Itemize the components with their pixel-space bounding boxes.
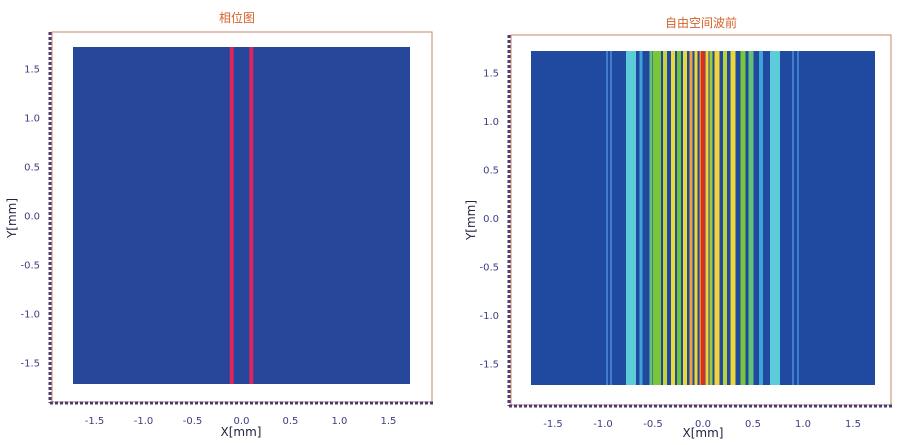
phase-map-panel: 相位图 -1.5 -1.0 -0.5 0.0 0.5 1.0 1.5 1.5 1.0 0.5 0.… xyxy=(0,0,455,445)
y-tick-label: -1.0 xyxy=(479,311,499,322)
heatmap-band xyxy=(705,51,709,385)
free-space-wavefront-panel: 自由空间波前 -1.5 -1.0 -0.5 0.0 0.5 1.0 1.5 1.5 1.0 0.… xyxy=(455,0,911,445)
y-axis-label: Y[mm] xyxy=(464,200,478,241)
heatmap-band xyxy=(770,51,780,385)
heatmap-band xyxy=(694,51,698,385)
wavefront-bands xyxy=(606,51,799,385)
x-tick-label: -0.5 xyxy=(643,419,663,430)
x-tick-label: 1.5 xyxy=(380,416,396,427)
heatmap-band xyxy=(649,51,653,385)
y-tick-label: 0.0 xyxy=(24,212,40,223)
y-tick-label: 1.0 xyxy=(24,114,40,125)
x-tick-label: 0.0 xyxy=(234,416,250,427)
x-tick-label: 0.5 xyxy=(283,416,299,427)
heatmap-band xyxy=(701,51,705,385)
chart-title: 相位图 xyxy=(219,10,255,25)
x-tick-label: 1.5 xyxy=(845,419,861,430)
heatmap-band xyxy=(740,51,746,385)
x-axis-label: X[mm] xyxy=(683,426,724,440)
heatmap-band xyxy=(663,51,667,385)
y-tick-label: 1.0 xyxy=(483,117,499,128)
heatmap-band xyxy=(606,51,608,385)
y-tick-label: 1.5 xyxy=(483,68,499,79)
y-tick-label: -0.5 xyxy=(479,263,499,274)
x-tick-label: -1.5 xyxy=(543,419,563,430)
heatmap-band xyxy=(714,51,720,385)
x-tick-label: 0.0 xyxy=(695,419,711,430)
y-tick-label: 1.5 xyxy=(24,65,40,76)
y-tick-labels: 1.5 1.0 0.5 0.0 -0.5 -1.0 -1.5 xyxy=(479,68,499,370)
y-tick-label: -0.5 xyxy=(20,260,40,271)
heatmap-band xyxy=(229,47,234,384)
heatmap-band xyxy=(723,51,727,385)
x-tick-label: -1.5 xyxy=(85,416,105,427)
y-axis-label: Y[mm] xyxy=(5,198,19,239)
heatmap-band xyxy=(653,51,661,385)
y-tick-labels: 1.5 1.0 0.5 0.0 -0.5 -1.0 -1.5 xyxy=(20,65,40,370)
heatmap-band xyxy=(797,51,799,385)
heatmap-band xyxy=(671,51,675,385)
y-tick-label: 0.5 xyxy=(24,163,40,174)
y-tick-label: 0.0 xyxy=(483,214,499,225)
heatmap-band xyxy=(730,51,736,385)
heatmap-band xyxy=(677,51,681,385)
y-tick-label: 0.5 xyxy=(483,165,499,176)
heatmap-band xyxy=(639,51,643,385)
heatmap-band xyxy=(683,51,687,385)
heatmap-band xyxy=(748,51,754,385)
y-tick-label: -1.5 xyxy=(479,360,499,371)
x-tick-labels: -1.5 -1.0 -0.5 0.0 0.5 1.0 1.5 xyxy=(543,419,861,430)
heatmap-band xyxy=(610,51,612,385)
heatmap-band xyxy=(759,51,763,385)
x-tick-label: -1.0 xyxy=(593,419,613,430)
heatmap-band xyxy=(626,51,636,385)
x-tick-labels: -1.5 -1.0 -0.5 0.0 0.5 1.0 1.5 xyxy=(85,416,397,427)
x-tick-label: 1.0 xyxy=(795,419,811,430)
free-space-wavefront-chart: 自由空间波前 -1.5 -1.0 -0.5 0.0 0.5 1.0 1.5 1.5 1.0 0.… xyxy=(464,15,892,440)
heatmap-band xyxy=(249,47,254,384)
y-tick-label: -1.5 xyxy=(20,358,40,369)
heatmap-band xyxy=(792,51,794,385)
chart-title: 自由空间波前 xyxy=(665,15,737,30)
y-tick-label: -1.0 xyxy=(20,309,40,320)
heatmap-field xyxy=(73,47,410,384)
phase-bands xyxy=(229,47,254,384)
x-axis-label: X[mm] xyxy=(221,425,262,439)
heatmap-band xyxy=(709,51,713,385)
x-tick-label: 0.5 xyxy=(745,419,761,430)
heatmap-band xyxy=(689,51,693,385)
phase-map-chart: 相位图 -1.5 -1.0 -0.5 0.0 0.5 1.0 1.5 1.5 1.0 0.5 0.… xyxy=(5,10,433,439)
x-tick-label: -1.0 xyxy=(134,416,154,427)
x-tick-label: 1.0 xyxy=(332,416,348,427)
x-tick-label: -0.5 xyxy=(183,416,203,427)
